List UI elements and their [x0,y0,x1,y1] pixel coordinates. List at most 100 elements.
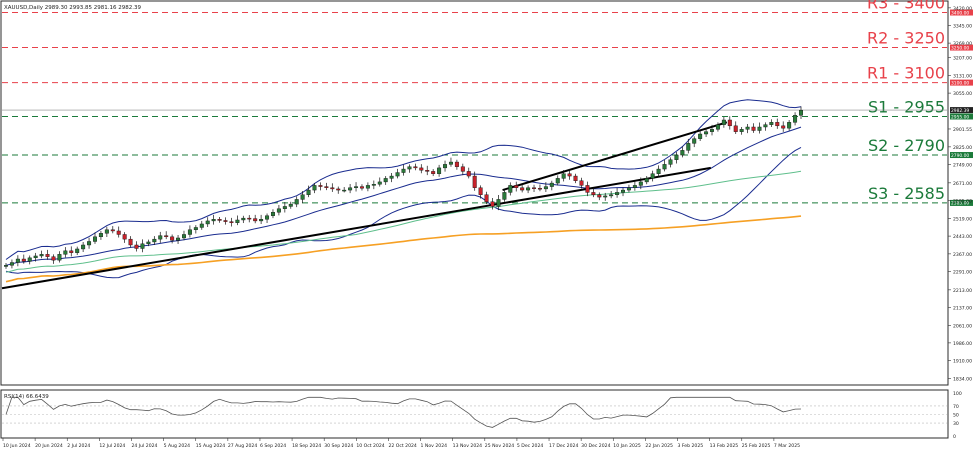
candle-body [799,109,803,116]
level-tag-label: 3400.00 [951,10,969,16]
price-tick-label: 2671.00 [953,181,972,187]
date-tick-label: 15 Aug 2024 [196,443,226,449]
candle-body [793,115,798,123]
candle-body [395,172,400,177]
candle-body [182,234,186,239]
level-tag-label: 2790.00 [951,153,969,159]
candle-body [591,192,596,195]
candle-body [87,241,92,246]
candle-body [638,181,643,186]
candle-body [51,256,56,261]
last-price-tag-box [950,107,973,114]
rsi-tick-label: 50 [953,413,959,419]
candle-body [526,187,531,191]
candle-body [330,187,335,190]
candle-body [217,219,222,221]
candle-body [365,185,370,189]
candle-body [318,185,323,187]
candle-body [407,166,412,170]
candle-body [644,178,649,183]
candle-body [69,250,74,253]
candle-body [223,220,228,222]
candle-body [437,167,442,174]
candle-body [187,229,192,235]
candle-body [193,227,198,230]
rsi-label: RSI(14) 66.6439 [4,394,49,400]
candle-body [15,258,20,263]
level-tag-box [950,44,973,51]
candle-body [490,201,495,207]
candle-body [247,217,252,220]
candle-body [4,265,8,267]
date-tick-label: 12 Jul 2024 [99,443,125,449]
candle-body [235,219,240,223]
candle-body [348,187,353,191]
rsi-pane-frame [0,389,949,439]
candle-body [104,229,109,234]
rsi-line [5,396,802,428]
candle-body [615,192,620,195]
candle-body [57,254,62,261]
price-tick-label: 1986.00 [953,341,972,347]
candle-body [650,173,655,179]
candle-body [253,218,258,222]
candle-body [164,235,169,238]
price-tick-label: 2825.00 [953,145,972,151]
price-tick-label: 3055.00 [953,91,972,97]
candle-body [532,187,537,189]
candle-body [537,188,542,190]
price-tick-label: 2291.00 [953,270,972,276]
candle-body [739,129,744,132]
level-label: S2 - 2790 [868,136,945,155]
price-tick-label: 3131.00 [953,73,972,79]
candle-body [686,143,691,151]
level-tag-box [950,152,973,159]
candle-body [543,186,548,190]
level-label: R1 - 3100 [867,64,945,83]
candle-body [632,185,637,188]
date-tick-label: 17 Dec 2024 [549,443,578,449]
candle-body [448,161,453,165]
candle-body [312,185,317,191]
candle-body [626,187,631,191]
candle-body [579,180,584,186]
level-tag-label: 3250.00 [951,45,969,51]
candle-body [300,194,305,200]
candle-body [609,194,614,197]
price-tick-label: 1910.00 [953,359,972,365]
level-tag-label: 3100.00 [951,80,969,86]
candle-body [140,243,145,249]
date-tick-label: 2 Jul 2024 [67,443,90,449]
candle-body [668,159,673,165]
price-tick-label: 3345.00 [953,23,972,29]
candle-body [484,194,489,202]
candle-body [45,254,50,257]
candle-body [152,238,157,243]
candle-body [93,236,97,242]
candle-body [721,119,726,125]
candle-body [270,212,275,216]
candle-body [715,124,720,130]
candle-body [787,122,792,129]
candle-body [674,154,679,160]
date-tick-label: 10 Jun 2024 [3,443,31,449]
candle-body [621,189,625,193]
price-pane-frame [0,0,949,386]
candle-body [324,186,329,188]
candle-body [466,171,471,177]
price-tick-label: 3269.00 [953,41,972,47]
candle-body [662,164,667,170]
candle-body [472,175,477,188]
rsi-tick-label: 70 [953,404,959,410]
candle-body [199,223,204,228]
price-tick-label: 2595.00 [953,199,972,205]
candle-body [757,126,762,131]
candle-body [561,173,566,179]
price-tick-label: 2519.00 [953,216,972,222]
candle-body [508,185,513,193]
candle-body [128,238,133,246]
candle-body [306,189,311,195]
candle-body [692,138,697,144]
candle-body [443,164,448,169]
candle-body [63,250,68,255]
